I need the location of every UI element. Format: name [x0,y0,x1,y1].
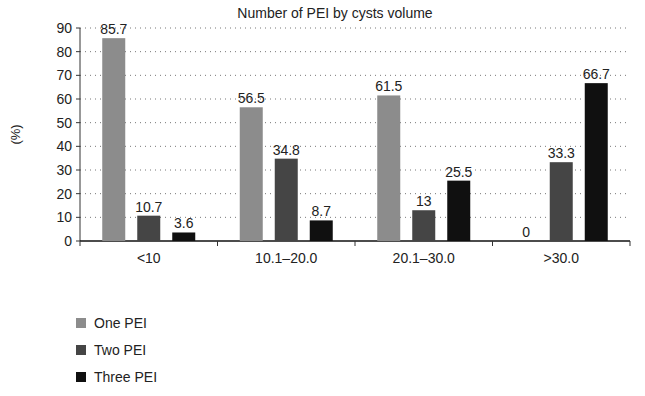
legend-swatch [76,318,86,328]
data-label: 8.7 [312,203,332,219]
bar [172,232,195,241]
y-tick-label: 20 [56,186,72,202]
y-tick [76,170,80,171]
y-tick [76,51,80,52]
y-tick [76,99,80,100]
data-label: 10.7 [135,199,162,215]
legend-swatch [76,345,86,355]
grid-line [80,122,630,123]
bar [240,107,263,241]
chart-title: Number of PEI by cysts volume [237,5,433,21]
bar [102,38,125,241]
y-tick-label: 70 [56,67,72,83]
y-tick [76,217,80,218]
grid-line [80,28,630,29]
y-tick [76,122,80,123]
data-label: 33.3 [548,145,575,161]
data-label: 85.7 [100,21,127,37]
data-label: 34.8 [273,142,300,158]
y-axis-label: (%) [8,124,23,144]
y-tick-label: 0 [64,233,72,249]
y-tick-label: 80 [56,44,72,60]
x-tick-label: >30.0 [544,250,580,266]
data-label: 3.6 [174,215,194,231]
data-label: 25.5 [445,164,472,180]
x-tick-label: 10.1–20.0 [255,250,317,266]
y-tick [76,193,80,194]
data-label: 13 [416,193,432,209]
legend-label: Three PEI [94,369,157,385]
y-tick [76,28,80,29]
x-tick [355,241,356,246]
bar [515,241,538,242]
bar [447,181,470,241]
data-label: 66.7 [583,66,610,82]
grid-line [80,75,630,76]
bar [137,216,160,241]
bar [275,159,298,241]
x-tick [80,241,81,246]
y-tick [76,75,80,76]
data-label: 56.5 [238,90,265,106]
legend-label: One PEI [94,315,147,331]
grid-line [80,99,630,100]
y-tick-label: 90 [56,20,72,36]
x-tick-label: 20.1–30.0 [393,250,455,266]
y-tick [76,146,80,147]
grid-line [80,193,630,194]
x-tick-label: <10 [137,250,161,266]
bars [102,38,608,241]
y-tick-label: 10 [56,209,72,225]
grid-line [80,217,630,218]
y-tick-label: 40 [56,138,72,154]
grid-line [80,51,630,52]
data-label: 0 [522,224,530,240]
x-tick [492,241,493,246]
bar [550,162,573,241]
y-tick-label: 30 [56,162,72,178]
y-axis [80,28,81,241]
y-tick-label: 50 [56,115,72,131]
grid-line [80,170,630,171]
x-tick [630,241,631,246]
bar [412,210,435,241]
bar [377,95,400,241]
y-tick-label: 60 [56,91,72,107]
x-tick [217,241,218,246]
data-label: 61.5 [375,78,402,94]
legend-swatch [76,372,86,382]
legend-label: Two PEI [94,342,146,358]
bar [585,83,608,241]
y-tick [76,241,80,242]
bar [310,220,333,241]
